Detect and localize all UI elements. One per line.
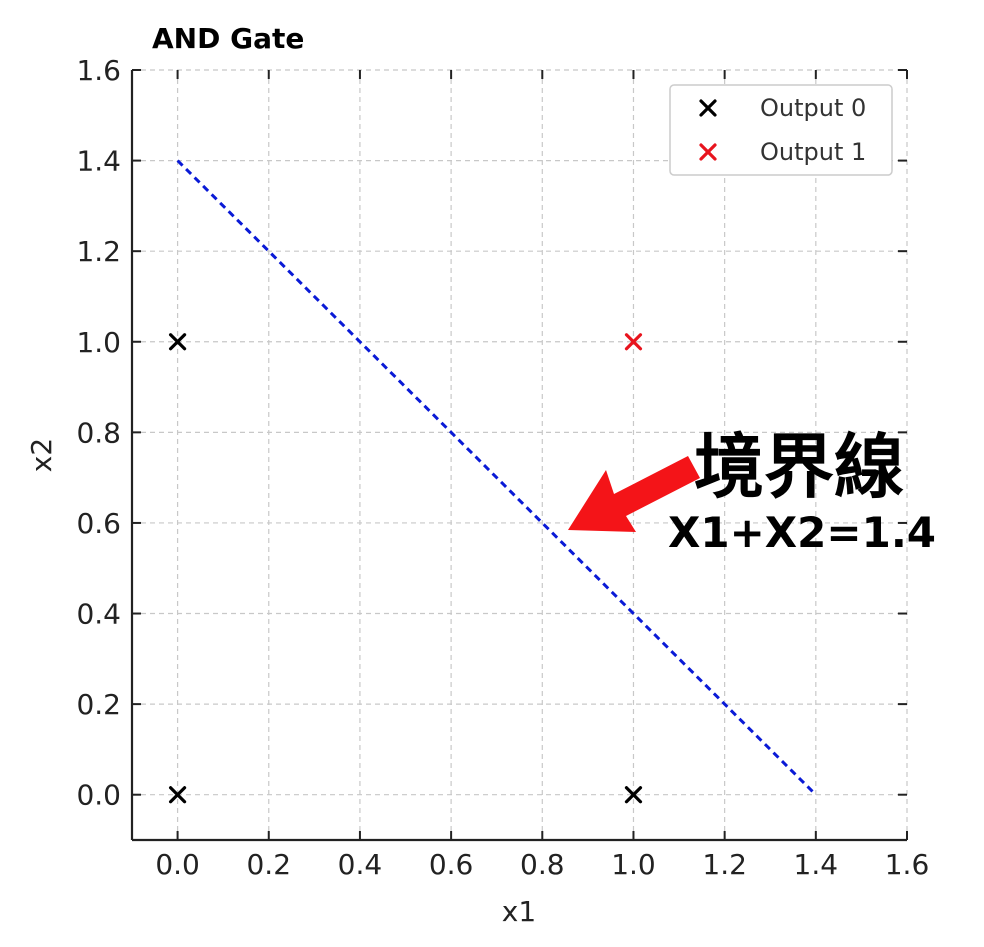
decision-boundary-line — [176, 159, 817, 796]
annotation-equation: X1+X2=1.4 — [668, 508, 936, 557]
x-tick-label: 0.4 — [338, 848, 383, 881]
annotation-arrow — [568, 456, 700, 532]
y-tick-label: 0.0 — [76, 779, 121, 812]
annotation-label: 境界線 — [694, 426, 904, 508]
x-tick-label: 1.2 — [702, 848, 747, 881]
x-tick-label: 1.6 — [885, 848, 930, 881]
point-stroke — [168, 333, 187, 351]
data-point-output-0 — [168, 786, 187, 804]
legend-entry: Output 0 — [699, 94, 866, 122]
point-stroke — [624, 333, 643, 351]
data-point-output-0 — [168, 333, 187, 351]
legend: Output 0 Output 1 — [669, 84, 893, 176]
y-ticks: 0.0 0.2 0.4 0.6 0.8 1.0 1.2 1.4 1.6 — [76, 54, 121, 812]
legend-marker — [699, 143, 717, 161]
chart-title: AND Gate — [152, 22, 304, 55]
x-tick-label: 0.0 — [155, 848, 200, 881]
data-point-output-0 — [624, 786, 643, 804]
x-tick-label: 0.6 — [429, 848, 474, 881]
legend-entry: Output 1 — [699, 138, 866, 166]
data-points — [168, 333, 643, 804]
x-ticks: 0.0 0.2 0.4 0.6 0.8 1.0 1.2 1.4 1.6 — [155, 848, 929, 881]
boundary-annotation: 境界線 X1+X2=1.4 — [568, 426, 936, 557]
x-tick-label: 1.0 — [611, 848, 656, 881]
legend-label: Output 0 — [760, 94, 866, 122]
decision-boundary-layer — [176, 159, 817, 796]
y-tick-label: 0.8 — [76, 416, 121, 449]
point-stroke — [168, 786, 187, 804]
grid — [132, 69, 908, 840]
y-tick-label: 1.0 — [76, 326, 121, 359]
y-tick-label: 0.6 — [76, 507, 121, 540]
legend-label: Output 1 — [760, 138, 866, 166]
x-axis-label: x1 — [502, 895, 536, 928]
point-stroke — [624, 786, 643, 804]
y-axis-label: x2 — [25, 438, 58, 472]
legend-marker — [699, 99, 717, 117]
x-tick-label: 0.2 — [246, 848, 291, 881]
y-tick-label: 1.4 — [76, 145, 121, 178]
x-tick-label: 0.8 — [520, 848, 565, 881]
x-tick-label: 1.4 — [794, 848, 839, 881]
y-tick-label: 0.4 — [76, 598, 121, 631]
axes — [130, 69, 908, 842]
legend-box — [669, 84, 893, 176]
data-point-output-1 — [624, 333, 643, 351]
y-tick-label: 1.6 — [76, 54, 121, 87]
y-tick-label: 0.2 — [76, 688, 121, 721]
y-tick-label: 1.2 — [76, 235, 121, 268]
